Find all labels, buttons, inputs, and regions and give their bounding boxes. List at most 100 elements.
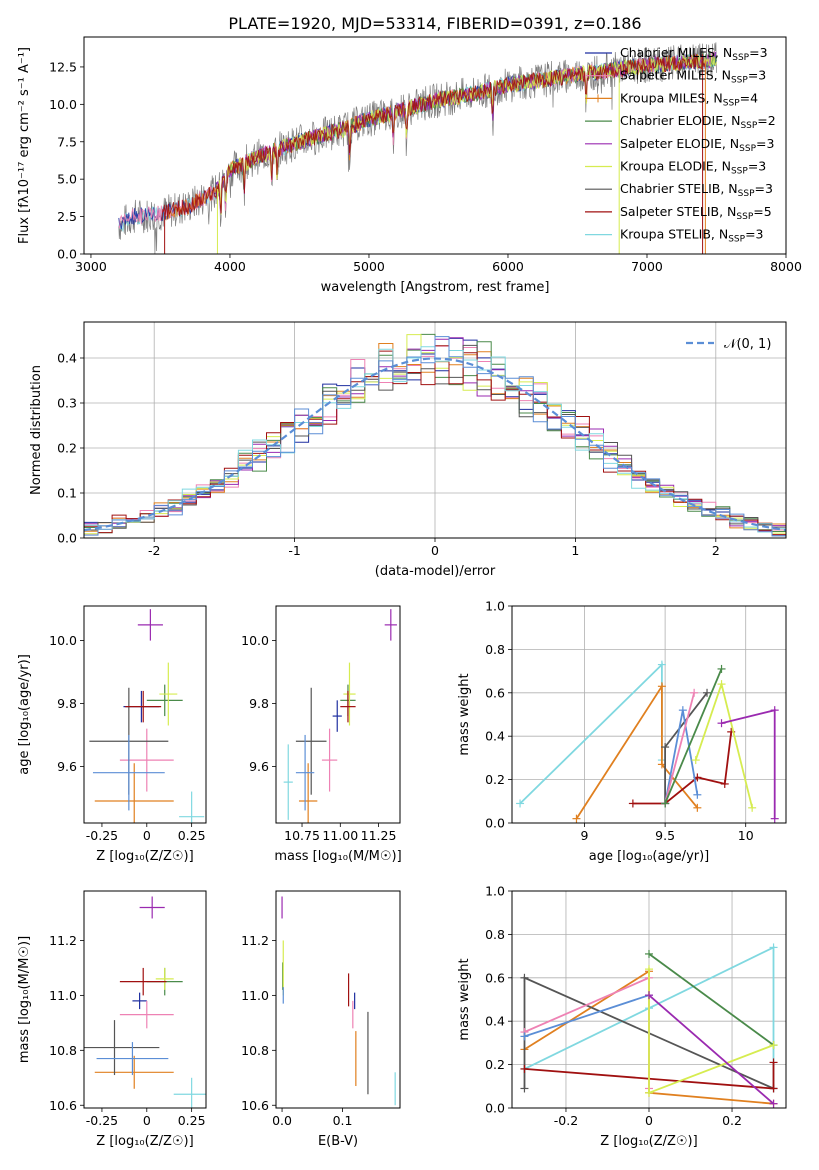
y-tick-label: 0.6: [485, 685, 505, 700]
x-axis-label: mass [log₁₀(M/M☉)]: [274, 849, 401, 864]
axes-frame: [511, 605, 787, 824]
x-axis-label: E(B-V): [318, 1134, 358, 1149]
legend-sub: SSP: [740, 121, 757, 131]
x-axis-label: Z [log₁₀(Z/Z☉)]: [96, 849, 193, 864]
x-tick-label: -2: [148, 543, 160, 558]
series-salp_miles-line: [664, 692, 695, 804]
y-tick-label: 7.5: [57, 134, 77, 149]
x-tick-label: 4000: [214, 259, 246, 274]
x-tick-label: 0: [143, 1113, 151, 1128]
axes-frame: [275, 890, 401, 1109]
x-tick-label: 0.0: [272, 1113, 292, 1128]
x-tick-label: 0.2: [722, 1113, 742, 1128]
legend-sub: SSP: [728, 235, 745, 245]
panel-age_vs_mass: 10.75 11.00 11.25 9.6 9.8 10.0 mass [log₁₀(M/M…: [241, 605, 402, 864]
y-tick-label: 9.6: [249, 759, 269, 774]
plot-area: [516, 660, 779, 823]
y-axis-label: Normed distribution: [29, 365, 44, 495]
legend-entry: Chabrier STELIB, NSSP=3: [620, 181, 773, 199]
x-tick-label: 10.75: [284, 828, 320, 843]
x-tick-label: 11.00: [322, 828, 358, 843]
legend-entry: Chabrier MILES, NSSP=3: [620, 45, 768, 63]
legend-rest: =2: [757, 113, 775, 128]
plot-area: [281, 896, 396, 1106]
y-axis-label: Flux [fλ10⁻¹⁷ erg cm⁻² s⁻¹ A⁻¹]: [17, 47, 32, 244]
y-tick-label: 0.0: [485, 816, 505, 831]
y-axis-label: age [log₁₀(age/yr)]: [17, 654, 32, 775]
axes-frame: [83, 890, 207, 1109]
legend-entry: Chabrier ELODIE, NSSP=2: [620, 113, 776, 131]
legend: 𝒩(0, 1): [686, 337, 771, 352]
y-tick-label: 10.0: [49, 633, 77, 648]
y-tick-label: 2.5: [57, 209, 77, 224]
y-tick-label: 0.4: [57, 351, 77, 366]
series-blue_main-line: [524, 994, 650, 1038]
x-axis-label: age [log₁₀(age/yr)]: [589, 849, 710, 864]
x-tick-label: 0.25: [178, 1113, 206, 1128]
series-chab_elodie-line: [648, 953, 775, 1046]
y-tick-label: 0.6: [485, 970, 505, 985]
y-tick-label: 9.6: [57, 759, 77, 774]
plot-area: [520, 943, 778, 1108]
axes-frame: [83, 36, 787, 255]
y-tick-label: 0.2: [485, 1057, 505, 1072]
x-tick-label: 0.25: [178, 828, 206, 843]
x-tick-label: -0.2: [554, 1113, 578, 1128]
series-chab_elodie-line: [664, 668, 723, 804]
legend-entry: Kroupa STELIB, NSSP=3: [620, 227, 764, 245]
plot-area: [118, 42, 717, 254]
y-tick-label: 11.0: [49, 988, 77, 1003]
axes-frame: [83, 605, 207, 824]
panel-mass_vs_Z: -0.25 0 0.25 10.6 10.8 11.0 11.2 Z [log₁₀(Z/Z☉)…: [17, 890, 207, 1149]
series-krou_stelib-line: [524, 945, 775, 1089]
series-salp_stelib-line: [632, 731, 733, 805]
y-tick-label: 10.8: [49, 1043, 77, 1058]
y-tick-label: 10.8: [241, 1043, 269, 1058]
x-tick-label: 9.5: [655, 828, 675, 843]
x-tick-label: 9: [581, 828, 589, 843]
legend-rest: =3: [748, 68, 766, 83]
ticks: -0.25 0 0.25 10.6 10.8 11.0 11.2: [49, 933, 205, 1128]
y-tick-label: 9.8: [249, 696, 269, 711]
ticks: -2 -1 0 1 2 0.0 0.1 0.2 0.3 0.4: [57, 351, 720, 559]
y-tick-label: 10.0: [49, 97, 77, 112]
y-tick-label: 0.8: [485, 927, 505, 942]
legend-entry: Kroupa MILES, NSSP=4: [620, 90, 758, 108]
y-tick-label: 1.0: [485, 884, 505, 899]
y-tick-label: 0.2: [485, 772, 505, 787]
x-tick-label: -1: [288, 543, 300, 558]
legend-entry: 𝒩(0, 1): [724, 337, 771, 352]
x-tick-label: 7000: [631, 259, 663, 274]
x-axis-label: Z [log₁₀(Z/Z☉)]: [600, 1134, 697, 1149]
series-salp_elodie-line: [721, 709, 776, 819]
series-salp_elodie-line: [648, 994, 775, 1105]
legend-entry: Kroupa ELODIE, NSSP=3: [620, 159, 766, 177]
x-tick-label: 0: [143, 828, 151, 843]
x-tick-label: 3000: [75, 259, 107, 274]
series-krou_stelib-line: [519, 662, 663, 805]
legend-entry: Salpeter ELODIE, NSSP=3: [620, 136, 774, 154]
model-salp_stelib-line: [161, 53, 706, 221]
y-tick-label: 10.0: [241, 633, 269, 648]
legend-entry: Salpeter STELIB, NSSP=5: [620, 204, 772, 222]
y-tick-label: 0.0: [57, 247, 77, 262]
ticks: 9 9.5 10 0.0 0.2 0.4 0.6 0.8 1.0: [485, 599, 754, 844]
y-tick-label: 0.3: [57, 396, 77, 411]
normal-curve: [84, 357, 786, 532]
legend-sub: SSP: [731, 76, 748, 86]
y-tick-label: 9.8: [57, 696, 77, 711]
legend-sub: SSP: [738, 189, 755, 199]
plot-area: [283, 609, 397, 823]
model-krou_elodie-line: [215, 53, 717, 215]
x-tick-label: 0: [645, 1113, 653, 1128]
x-tick-label: 6000: [492, 259, 524, 274]
legend-sub: SSP: [732, 53, 749, 63]
legend-entry: Salpeter MILES, NSSP=3: [620, 68, 766, 86]
y-tick-label: 0.0: [485, 1101, 505, 1116]
legend-sub: SSP: [723, 98, 740, 108]
legend-sub: SSP: [736, 212, 753, 222]
legend-rest: =3: [756, 136, 774, 151]
y-tick-label: 10.6: [241, 1098, 269, 1113]
x-tick-label: 0.1: [333, 1113, 353, 1128]
panel-mass_vs_ebv: 0.0 0.1 10.6 10.8 11.0 11.2 E(B-V): [241, 890, 401, 1149]
